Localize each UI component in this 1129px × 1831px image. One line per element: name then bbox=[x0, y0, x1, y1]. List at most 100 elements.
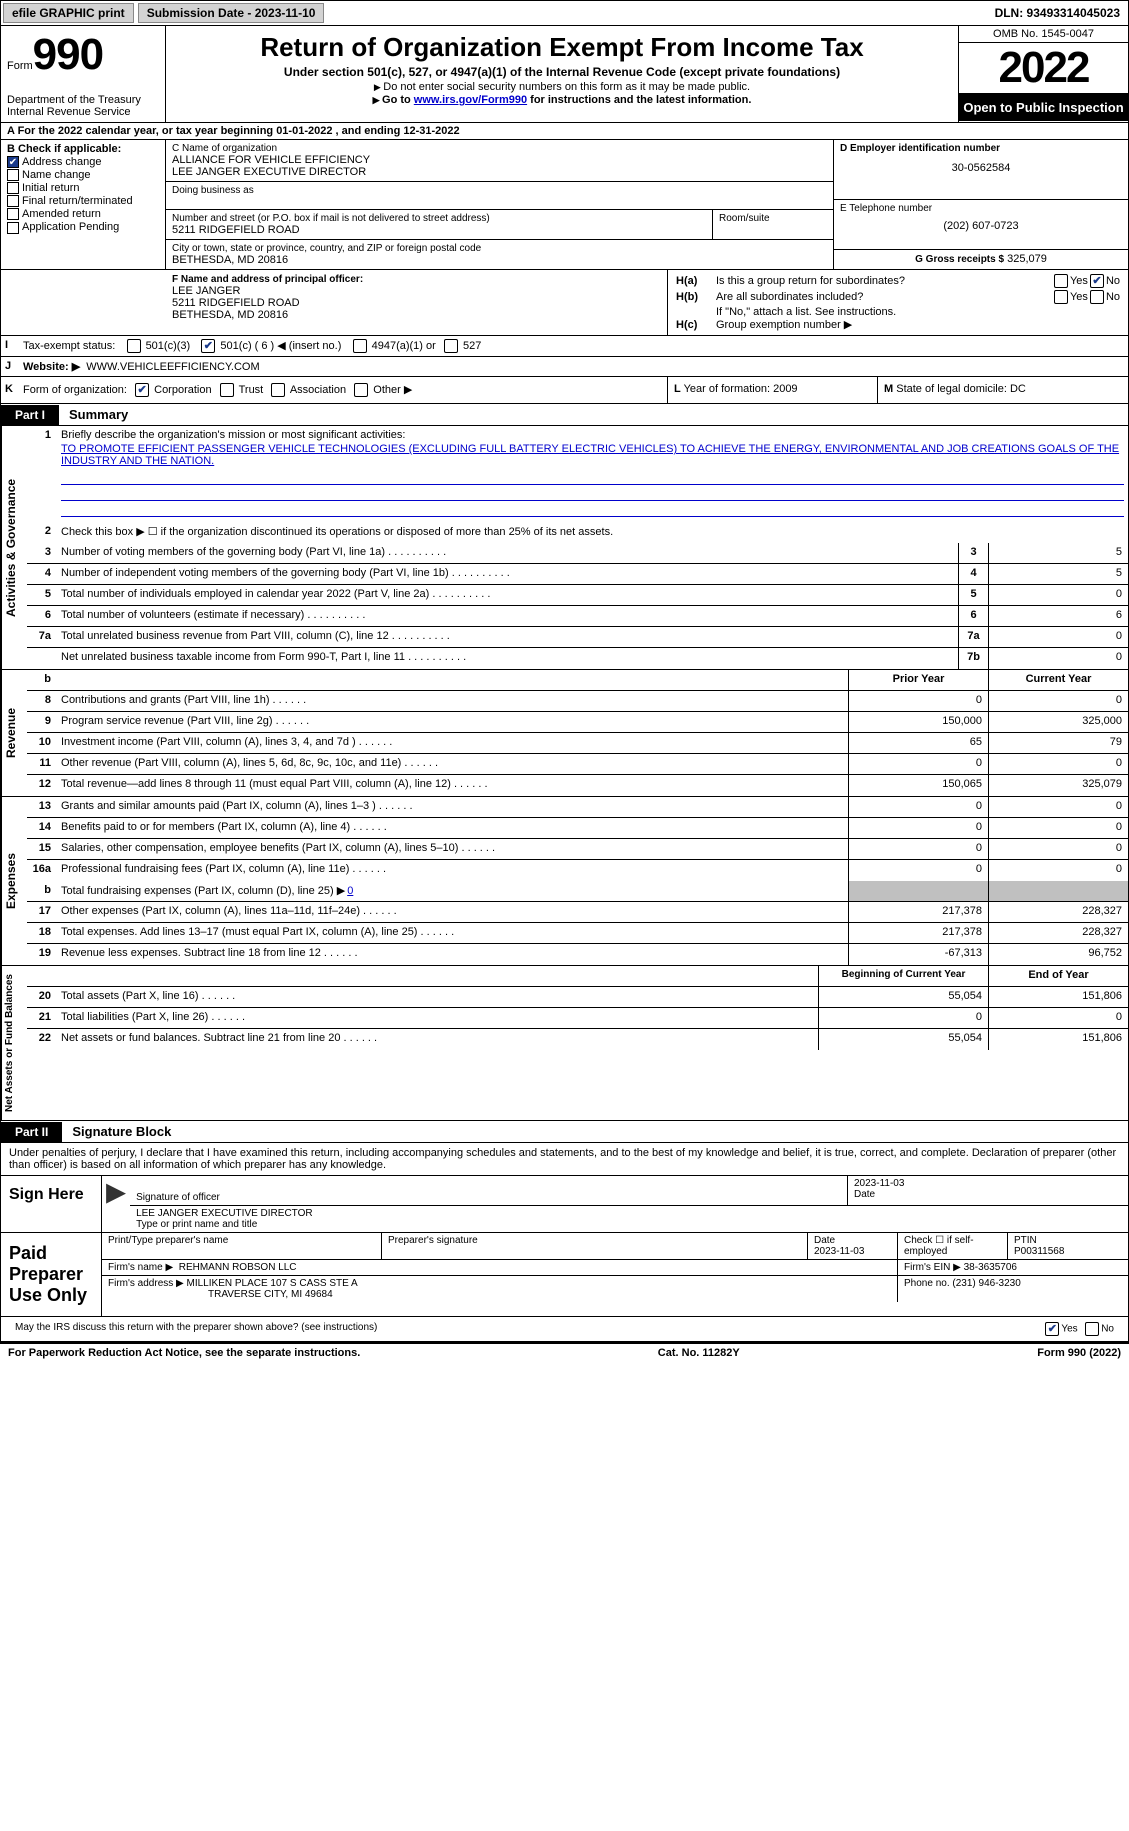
paid-preparer-label: Paid Preparer Use Only bbox=[1, 1233, 101, 1316]
form-label: Form bbox=[7, 60, 33, 72]
website-value: WWW.VEHICLEEFFICIENCY.COM bbox=[86, 361, 259, 373]
tax-year: 2022 bbox=[959, 43, 1128, 94]
checkbox-label: Amended return bbox=[22, 208, 101, 220]
row-desc: Total revenue—add lines 8 through 11 (mu… bbox=[57, 775, 848, 796]
submission-button[interactable]: Submission Date - 2023-11-10 bbox=[138, 3, 325, 23]
checkbox-label: Name change bbox=[22, 169, 91, 181]
row-val: 0 bbox=[988, 627, 1128, 647]
prior-val: 55,054 bbox=[818, 987, 988, 1007]
curr-val: 0 bbox=[988, 754, 1128, 774]
signature-block: Under penalties of perjury, I declare th… bbox=[0, 1143, 1129, 1343]
curr-val: 228,327 bbox=[988, 902, 1128, 922]
underline1 bbox=[61, 471, 1124, 485]
current-year-header: Current Year bbox=[988, 670, 1128, 690]
j-label: J bbox=[1, 357, 19, 376]
phone-label: E Telephone number bbox=[840, 203, 1122, 214]
form-title: Return of Organization Exempt From Incom… bbox=[174, 32, 950, 63]
curr-val: 151,806 bbox=[988, 987, 1128, 1007]
irs-label: Internal Revenue Service bbox=[7, 106, 159, 118]
prior-val: 55,054 bbox=[818, 1029, 988, 1050]
dept-label: Department of the Treasury bbox=[7, 94, 159, 106]
column-h: H(a) Is this a group return for subordin… bbox=[668, 270, 1128, 335]
street-value: 5211 RIDGEFIELD ROAD bbox=[172, 224, 706, 236]
column-b: B Check if applicable: ✔Address changeNa… bbox=[1, 140, 166, 269]
discuss-yes-checkbox[interactable] bbox=[1045, 1322, 1059, 1336]
prep-name-label: Print/Type preparer's name bbox=[102, 1233, 382, 1259]
501c-checkbox[interactable] bbox=[201, 339, 215, 353]
dba-label: Doing business as bbox=[172, 185, 827, 196]
row-desc: Total assets (Part X, line 16) . . . . .… bbox=[57, 987, 818, 1007]
o3: 4947(a)(1) or bbox=[372, 340, 436, 352]
prior-val: 217,378 bbox=[848, 902, 988, 922]
hb-yes-checkbox[interactable] bbox=[1054, 290, 1068, 304]
name-label: C Name of organization bbox=[172, 143, 827, 154]
prior-val: 65 bbox=[848, 733, 988, 753]
l-val: 2009 bbox=[773, 383, 797, 395]
row-desc: Total number of individuals employed in … bbox=[57, 585, 958, 605]
row-a: A For the 2022 calendar year, or tax yea… bbox=[0, 123, 1129, 140]
527-checkbox[interactable] bbox=[444, 339, 458, 353]
curr-val: 0 bbox=[988, 860, 1128, 881]
irs-link[interactable]: www.irs.gov/Form990 bbox=[414, 94, 527, 106]
checkbox[interactable] bbox=[7, 195, 19, 207]
phone-val: (231) 946-3230 bbox=[952, 1278, 1020, 1289]
r16b-desc: Total fundraising expenses (Part IX, col… bbox=[61, 885, 345, 897]
row-desc: Net assets or fund balances. Subtract li… bbox=[57, 1029, 818, 1050]
shade1 bbox=[848, 881, 988, 901]
curr-val: 0 bbox=[988, 691, 1128, 711]
ha-yes-checkbox[interactable] bbox=[1054, 274, 1068, 288]
r1-desc: Briefly describe the organization's miss… bbox=[61, 429, 1124, 441]
ha-text: Is this a group return for subordinates? bbox=[716, 275, 1052, 287]
header-right: OMB No. 1545-0047 2022 Open to Public In… bbox=[958, 26, 1128, 122]
ein-label: D Employer identification number bbox=[840, 143, 1122, 154]
r16b-num: b bbox=[27, 881, 57, 901]
org-name-2: LEE JANGER EXECUTIVE DIRECTOR bbox=[172, 166, 827, 178]
hb-no-checkbox[interactable] bbox=[1090, 290, 1104, 304]
row-desc: Total expenses. Add lines 13–17 (must eq… bbox=[57, 923, 848, 943]
gross-label: G Gross receipts $ bbox=[915, 254, 1004, 265]
f-city: BETHESDA, MD 20816 bbox=[172, 309, 661, 321]
activities-vlabel: Activities & Governance bbox=[1, 426, 27, 669]
curr-val: 0 bbox=[988, 839, 1128, 859]
k-o2: Trust bbox=[239, 384, 264, 396]
form-number: 990 bbox=[33, 30, 103, 79]
trust-checkbox[interactable] bbox=[220, 383, 234, 397]
checkbox[interactable] bbox=[7, 182, 19, 194]
501c3-checkbox[interactable] bbox=[127, 339, 141, 353]
sig-date-label: Date bbox=[854, 1189, 875, 1200]
row-num: 4 bbox=[27, 564, 57, 584]
o1: 501(c)(3) bbox=[146, 340, 191, 352]
corp-checkbox[interactable] bbox=[135, 383, 149, 397]
4947-checkbox[interactable] bbox=[353, 339, 367, 353]
ha-no-checkbox[interactable] bbox=[1090, 274, 1104, 288]
checkbox[interactable] bbox=[7, 169, 19, 181]
prior-val: 0 bbox=[848, 754, 988, 774]
f-street: 5211 RIDGEFIELD ROAD bbox=[172, 297, 661, 309]
row-desc: Benefits paid to or for members (Part IX… bbox=[57, 818, 848, 838]
other-checkbox[interactable] bbox=[354, 383, 368, 397]
row-val: 0 bbox=[988, 648, 1128, 669]
row-box: 4 bbox=[958, 564, 988, 584]
efile-button[interactable]: efile GRAPHIC print bbox=[3, 3, 134, 23]
spacer-b bbox=[1, 270, 166, 335]
checkbox[interactable] bbox=[7, 208, 19, 220]
ptin-label: PTIN bbox=[1014, 1235, 1037, 1246]
assoc-checkbox[interactable] bbox=[271, 383, 285, 397]
section-fh: F Name and address of principal officer:… bbox=[0, 270, 1129, 336]
col-b-title: B Check if applicable: bbox=[7, 143, 159, 155]
k-o4: Other ▶ bbox=[373, 384, 412, 396]
discuss-no-checkbox[interactable] bbox=[1085, 1322, 1099, 1336]
prior-year-header: Prior Year bbox=[848, 670, 988, 690]
column-c: C Name of organization ALLIANCE FOR VEHI… bbox=[166, 140, 833, 269]
row-num: 7a bbox=[27, 627, 57, 647]
checkbox[interactable] bbox=[7, 222, 19, 234]
row-val: 5 bbox=[988, 564, 1128, 584]
phone-value: (202) 607-0723 bbox=[840, 220, 1122, 232]
row-desc: Other expenses (Part IX, column (A), lin… bbox=[57, 902, 848, 922]
f-name: LEE JANGER bbox=[172, 285, 661, 297]
prep-date-label: Date bbox=[814, 1235, 835, 1246]
checkbox[interactable]: ✔ bbox=[7, 156, 19, 168]
f-label: F Name and address of principal officer: bbox=[172, 274, 661, 285]
form-header: Form990 Department of the Treasury Inter… bbox=[0, 26, 1129, 123]
l-text: Year of formation: bbox=[684, 383, 770, 395]
